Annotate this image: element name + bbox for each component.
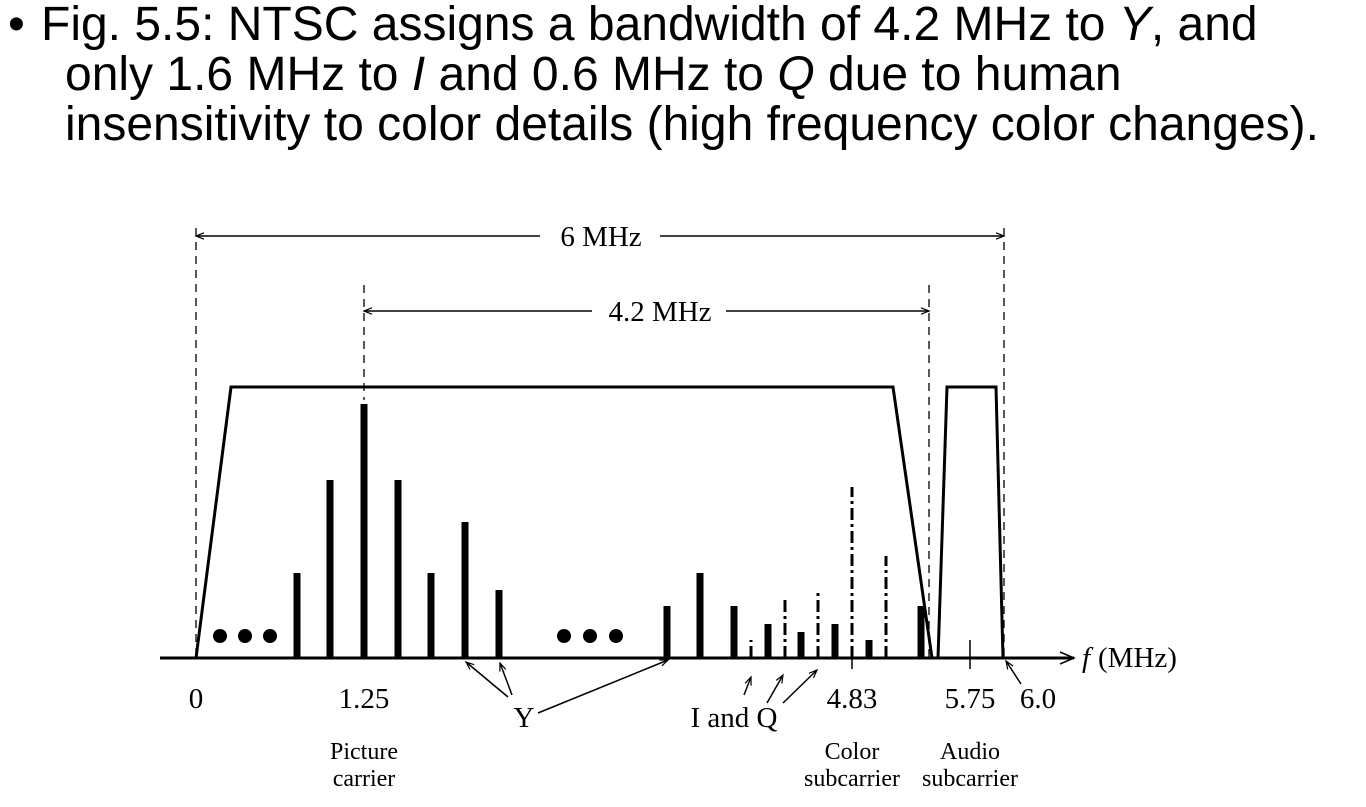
bullet-line-1: • Fig. 5.5: NTSC assigns a bandwidth of 4…: [8, 0, 1364, 50]
chroma-bars: [749, 487, 888, 658]
arrow-q-1: [766, 673, 784, 704]
channel-envelope: [194, 385, 934, 659]
bullet-line-3: insensitivity to color details (high fre…: [8, 100, 1364, 150]
ellipsis-dots: [213, 629, 623, 643]
label-audio-subcarrier-2: subcarrier: [922, 766, 1018, 792]
arrow-y-1: [464, 660, 509, 698]
arrow-y-3: [537, 659, 670, 714]
text-run: Q: [777, 48, 815, 101]
label-picture-carrier-1: Picture: [330, 739, 398, 765]
ellipsis-dot: [213, 629, 227, 643]
label-i-and-q: I and Q: [691, 702, 778, 734]
label-color-subcarrier-2: subcarrier: [804, 766, 900, 792]
axis-symbol-f: f: [1082, 642, 1094, 674]
arrow-y-2: [499, 661, 513, 696]
tick-label-0: 0: [189, 683, 204, 715]
pointer-arrows: [464, 659, 1022, 714]
ellipsis-dot: [583, 629, 597, 643]
tick-label-4-83: 4.83: [827, 683, 878, 715]
axis-arrowhead: [1059, 651, 1076, 665]
label-picture-carrier-2: carrier: [333, 766, 396, 792]
label-y: Y: [514, 702, 535, 734]
label-6mhz: 6 MHz: [560, 221, 641, 253]
bullet-dot: •: [8, 0, 25, 51]
text-run: only 1.6 MHz to: [65, 48, 412, 101]
arrow-i-1: [743, 675, 752, 696]
line1-runs: Fig. 5.5: NTSC assigns a bandwidth of 4.…: [41, 0, 1258, 51]
ellipsis-dot: [238, 629, 252, 643]
luma-bars: [293, 404, 925, 658]
ellipsis-dot: [263, 629, 277, 643]
ellipsis-dot: [609, 629, 623, 643]
arrow-6: [1005, 659, 1022, 685]
label-42mhz: 4.2 MHz: [608, 296, 711, 328]
label-color-subcarrier-1: Color: [825, 739, 880, 765]
label-audio-subcarrier-1: Audio: [940, 739, 1000, 765]
text-run: and 0.6 MHz to: [425, 48, 778, 101]
text-run: insensitivity to color details (high fre…: [65, 98, 1319, 151]
tick-label-5-75: 5.75: [945, 683, 996, 715]
axis-unit: (MHz): [1098, 642, 1177, 674]
arrow-q-2: [782, 668, 819, 704]
text-run: I: [411, 48, 426, 101]
audio-envelope: [936, 385, 1005, 659]
bullet-line-2: only 1.6 MHz to I and 0.6 MHz to Q due t…: [8, 50, 1364, 100]
bullet-text: • Fig. 5.5: NTSC assigns a bandwidth of 4…: [8, 0, 1364, 150]
text-run: Fig. 5.5: NTSC assigns a bandwidth of 4.…: [41, 0, 1119, 51]
text-run: due to human: [814, 48, 1122, 101]
tick-label-1-25: 1.25: [339, 683, 390, 715]
text-run: , and: [1150, 0, 1258, 51]
tick-label-6-0: 6.0: [1020, 683, 1056, 715]
ellipsis-dot: [557, 629, 571, 643]
text-run: Y: [1118, 0, 1151, 51]
